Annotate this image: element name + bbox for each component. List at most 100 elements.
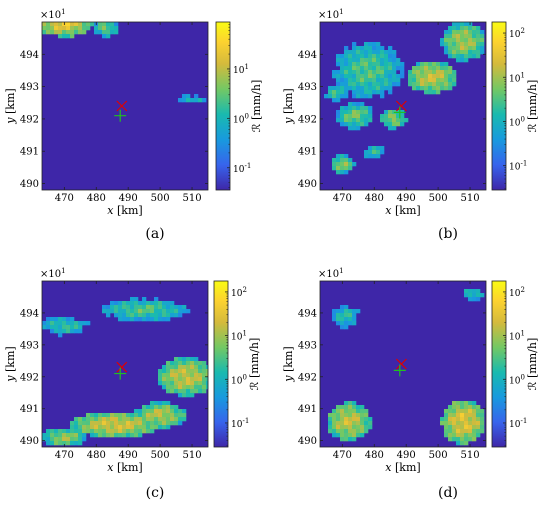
heatmap-cell bbox=[134, 425, 139, 430]
heatmap-cell bbox=[158, 369, 163, 374]
heatmap-cell bbox=[340, 90, 345, 95]
heatmap-cell bbox=[130, 297, 135, 302]
heatmap-cell bbox=[364, 50, 369, 55]
heatmap-cell bbox=[150, 309, 155, 314]
heatmap-cell bbox=[440, 417, 445, 422]
heatmap-cell bbox=[332, 74, 337, 79]
heatmap-cell bbox=[360, 58, 365, 63]
heatmap-cell bbox=[416, 62, 421, 67]
heatmap-cell bbox=[70, 22, 75, 27]
heatmap-cell bbox=[122, 413, 127, 418]
heatmap-cell bbox=[170, 369, 175, 374]
heatmap-cell bbox=[174, 417, 179, 422]
heatmap-cell bbox=[344, 90, 349, 95]
heatmap-cell bbox=[380, 66, 385, 71]
heatmap-cell bbox=[166, 413, 171, 418]
heatmap-cell bbox=[372, 46, 377, 51]
heatmap-cell bbox=[464, 58, 469, 63]
heatmap-cell bbox=[436, 86, 441, 91]
heatmap-cell bbox=[448, 417, 453, 422]
heatmap-cell bbox=[380, 70, 385, 75]
y-tick-label: 492 bbox=[20, 372, 39, 383]
heatmap-cell bbox=[336, 405, 341, 410]
heatmap-cell bbox=[432, 90, 437, 95]
heatmap-cell bbox=[336, 321, 341, 326]
heatmap-cell bbox=[364, 409, 369, 414]
heatmap-cell bbox=[412, 66, 417, 71]
heatmap-cell bbox=[464, 42, 469, 47]
heatmap-cell bbox=[336, 421, 341, 426]
heatmap-cell bbox=[98, 26, 103, 31]
heatmap-cell bbox=[142, 409, 147, 414]
heatmap-cell bbox=[344, 321, 349, 326]
heatmap-cell bbox=[476, 429, 481, 434]
colorbar-tick-label: 100 bbox=[509, 373, 525, 386]
heatmap-cell bbox=[372, 58, 377, 63]
heatmap-cell bbox=[78, 425, 83, 430]
heatmap-cell bbox=[452, 74, 457, 79]
heatmap-cell bbox=[380, 94, 385, 99]
heatmap-cell bbox=[332, 98, 337, 103]
heatmap-cell bbox=[166, 425, 171, 430]
heatmap-cell bbox=[182, 361, 187, 366]
heatmap-cell bbox=[368, 146, 373, 151]
heatmap-cell bbox=[122, 317, 127, 322]
heatmap-cell bbox=[472, 297, 477, 302]
heatmap-cell bbox=[118, 429, 123, 434]
heatmap-cell bbox=[178, 377, 183, 382]
heatmap-cell bbox=[162, 377, 167, 382]
y-tick-label: 492 bbox=[20, 114, 39, 125]
heatmap-cell bbox=[86, 413, 91, 418]
heatmap-cell bbox=[464, 409, 469, 414]
heatmap-cell bbox=[110, 421, 115, 426]
heatmap-cell bbox=[380, 150, 385, 155]
heatmap-cell bbox=[352, 86, 357, 91]
heatmap-cell bbox=[348, 321, 353, 326]
heatmap-cell bbox=[376, 62, 381, 67]
heatmap-cell bbox=[158, 401, 163, 406]
heatmap-cell bbox=[170, 301, 175, 306]
heatmap-cell bbox=[106, 22, 111, 27]
heatmap-cell bbox=[340, 94, 345, 99]
heatmap-cell bbox=[146, 301, 151, 306]
heatmap-cell bbox=[364, 118, 369, 123]
heatmap-cell bbox=[412, 86, 417, 91]
panel-b: 470 480 490 500 510 490 491 492 493 494 ×101 x [km]… bbox=[282, 8, 539, 242]
heatmap-cell bbox=[448, 429, 453, 434]
heatmap-cell bbox=[364, 114, 369, 119]
heatmap-cell bbox=[352, 58, 357, 63]
heatmap-cell bbox=[150, 409, 155, 414]
heatmap-cell bbox=[102, 305, 107, 310]
heatmap-cell bbox=[388, 74, 393, 79]
heatmap-cell bbox=[460, 50, 465, 55]
heatmap-cell bbox=[388, 86, 393, 91]
heatmap-cell bbox=[360, 102, 365, 107]
heatmap-cell bbox=[166, 405, 171, 410]
heatmap-cell bbox=[186, 377, 191, 382]
heatmap-cell bbox=[150, 317, 155, 322]
heatmap-cell bbox=[190, 357, 195, 362]
heatmap-cell bbox=[368, 46, 373, 51]
y-exponent-label: ×101 bbox=[40, 267, 66, 280]
heatmap-cell bbox=[186, 361, 191, 366]
plot-frame bbox=[319, 21, 487, 191]
heatmap-cell bbox=[420, 78, 425, 83]
heatmap-cell bbox=[344, 78, 349, 83]
heatmap-cell bbox=[186, 381, 191, 386]
heatmap-cell bbox=[380, 58, 385, 63]
heatmap-cell bbox=[98, 425, 103, 430]
heatmap-cell bbox=[154, 309, 159, 314]
heatmap-cell bbox=[166, 313, 171, 318]
heatmap-cell bbox=[416, 66, 421, 71]
heatmap-cell bbox=[368, 150, 373, 155]
heatmap-cell bbox=[368, 421, 373, 426]
heatmap-cell bbox=[178, 357, 183, 362]
heatmap-cell bbox=[178, 381, 183, 386]
heatmap-cell bbox=[412, 74, 417, 79]
heatmap-cell bbox=[142, 405, 147, 410]
heatmap-cell bbox=[420, 62, 425, 67]
heatmap-cell bbox=[396, 62, 401, 67]
heatmap-cell bbox=[182, 381, 187, 386]
heatmap-cell bbox=[340, 158, 345, 163]
heatmap-cell bbox=[170, 381, 175, 386]
